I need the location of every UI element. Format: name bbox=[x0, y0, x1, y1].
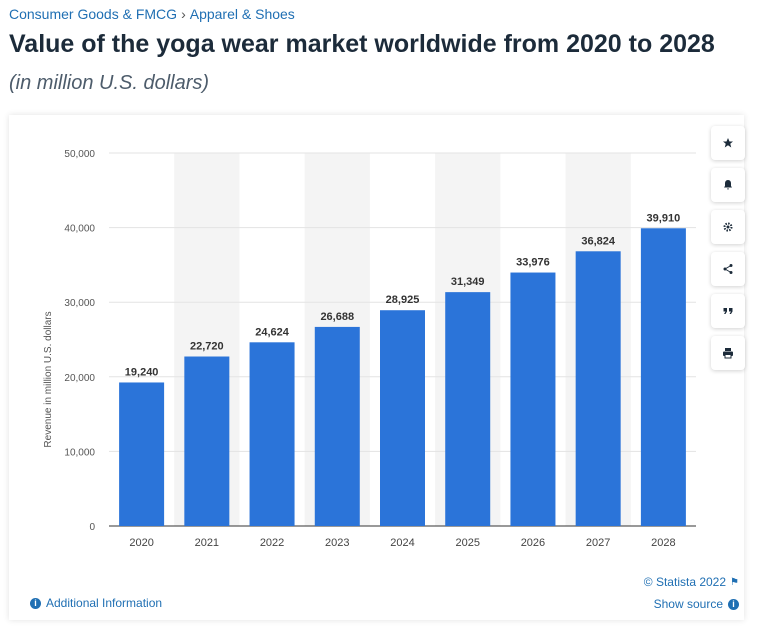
bar bbox=[640, 228, 686, 526]
x-tick-label: 2020 bbox=[129, 537, 153, 549]
bar bbox=[314, 326, 360, 526]
quote-icon bbox=[723, 308, 733, 314]
data-label: 36,824 bbox=[581, 235, 616, 247]
y-axis-title: Revenue in million U.S. dollars bbox=[43, 311, 54, 447]
x-tick-label: 2027 bbox=[586, 537, 610, 549]
x-tick-label: 2022 bbox=[260, 537, 284, 549]
statista-credit-link[interactable]: © Statista 2022 ⚑ bbox=[644, 575, 739, 589]
breadcrumb-subcategory-link[interactable]: Apparel & Shoes bbox=[189, 6, 295, 22]
show-source-link[interactable]: Show source i bbox=[654, 597, 739, 611]
favorite-button[interactable] bbox=[711, 126, 745, 160]
bar bbox=[445, 292, 491, 526]
bar bbox=[119, 382, 165, 526]
breadcrumb-separator: › bbox=[181, 6, 186, 22]
bar bbox=[575, 251, 621, 526]
chart-toolbar bbox=[711, 126, 747, 378]
star-icon bbox=[723, 138, 733, 148]
notification-button[interactable] bbox=[711, 168, 745, 202]
x-tick-label: 2028 bbox=[651, 537, 675, 549]
data-label: 28,925 bbox=[386, 294, 420, 306]
breadcrumb-category-link[interactable]: Consumer Goods & FMCG bbox=[9, 6, 178, 22]
x-tick-label: 2026 bbox=[521, 537, 545, 549]
x-tick-label: 2024 bbox=[390, 537, 414, 549]
page-subtitle: (in million U.S. dollars) bbox=[9, 72, 210, 94]
gear-icon bbox=[723, 222, 733, 232]
bar bbox=[184, 356, 230, 526]
additional-information-label: Additional Information bbox=[46, 596, 163, 610]
print-icon bbox=[723, 348, 733, 359]
info-icon: i bbox=[728, 598, 739, 610]
y-tick-label: 40,000 bbox=[64, 224, 95, 235]
data-label: 19,240 bbox=[125, 366, 159, 378]
y-tick-label: 20,000 bbox=[64, 373, 95, 384]
bar bbox=[380, 310, 425, 526]
additional-information-link[interactable]: i Additional Information bbox=[30, 596, 162, 610]
x-tick-label: 2023 bbox=[325, 537, 349, 549]
flag-icon: ⚑ bbox=[730, 576, 739, 588]
bar bbox=[249, 342, 295, 526]
y-tick-label: 30,000 bbox=[64, 298, 95, 309]
cite-button[interactable] bbox=[711, 294, 745, 328]
chart-card: 0 10,000 20,000 30,000 40,000 50,000 19,240 202… bbox=[9, 115, 744, 620]
y-tick-label: 0 bbox=[89, 522, 95, 533]
settings-button[interactable] bbox=[711, 210, 745, 244]
breadcrumb: Consumer Goods & FMCG › Apparel & Shoes bbox=[9, 6, 295, 22]
x-tick-label: 2025 bbox=[455, 537, 479, 549]
x-tick-label: 2021 bbox=[195, 537, 219, 549]
page-title: Value of the yoga wear market worldwide … bbox=[9, 30, 715, 58]
y-tick-label: 50,000 bbox=[64, 149, 95, 160]
data-label: 24,624 bbox=[255, 326, 290, 338]
bell-icon bbox=[724, 180, 732, 190]
data-label: 22,720 bbox=[190, 341, 224, 353]
data-label: 33,976 bbox=[516, 257, 550, 269]
bar bbox=[510, 272, 556, 526]
share-button[interactable] bbox=[711, 252, 745, 286]
print-button[interactable] bbox=[711, 336, 745, 370]
show-source-label: Show source bbox=[653, 597, 723, 611]
credit-label: © Statista 2022 bbox=[643, 575, 727, 589]
y-tick-label: 10,000 bbox=[64, 447, 95, 458]
info-icon: i bbox=[30, 597, 41, 609]
bar-chart: 0 10,000 20,000 30,000 40,000 50,000 19,240 202… bbox=[43, 149, 696, 549]
data-label: 31,349 bbox=[451, 276, 485, 288]
share-icon bbox=[723, 264, 733, 274]
data-label: 39,910 bbox=[647, 212, 681, 224]
data-label: 26,688 bbox=[320, 311, 354, 323]
